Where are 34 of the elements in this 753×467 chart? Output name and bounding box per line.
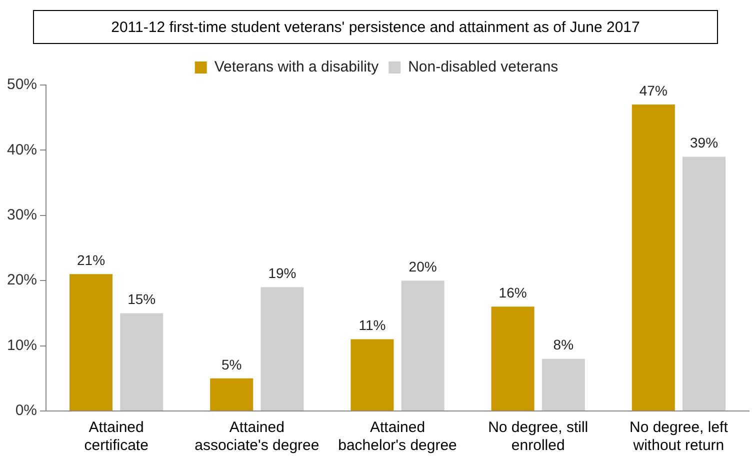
bar: [401, 280, 444, 410]
y-tick-label: 0%: [15, 402, 38, 420]
data-label: 16%: [498, 284, 527, 301]
data-label: 5%: [221, 356, 242, 372]
y-tick-label: 20%: [6, 272, 38, 289]
bar: [632, 104, 675, 410]
y-tick-label: 40%: [6, 141, 38, 158]
bar: [491, 306, 534, 410]
chart-title: 2011-12 first-time student veterans' persistence and attainment as of June 2017: [33, 10, 718, 44]
x-tick-label: No degree, left without return: [630, 419, 729, 454]
data-label: 11%: [358, 317, 386, 334]
data-label: 8%: [553, 336, 574, 353]
bar: [70, 274, 113, 410]
bar: [120, 313, 164, 410]
legend-label: Veterans with a disability: [214, 58, 380, 76]
bar: [260, 287, 304, 410]
x-tick-label: Attained associate's degree: [194, 419, 320, 454]
y-tick-label: 30%: [6, 206, 38, 224]
data-label: 47%: [639, 82, 668, 98]
data-label: 39%: [690, 134, 718, 151]
y-tick-label: 50%: [6, 76, 38, 94]
x-tick-label: No degree, still enrolled: [488, 419, 588, 454]
legend-label: Non-disabled veterans: [408, 58, 558, 76]
data-label: 19%: [268, 264, 296, 281]
bar: [350, 339, 394, 410]
x-tick-label: Attained certificate: [84, 419, 148, 454]
x-tick-label: Attained bachelor's degree: [338, 419, 457, 454]
data-label: 20%: [408, 258, 437, 274]
bar: [682, 156, 726, 410]
bar: [542, 358, 585, 410]
data-label: 21%: [76, 252, 106, 268]
bar: [210, 378, 254, 410]
data-label: 15%: [128, 291, 156, 308]
y-tick-label: 10%: [6, 336, 38, 354]
